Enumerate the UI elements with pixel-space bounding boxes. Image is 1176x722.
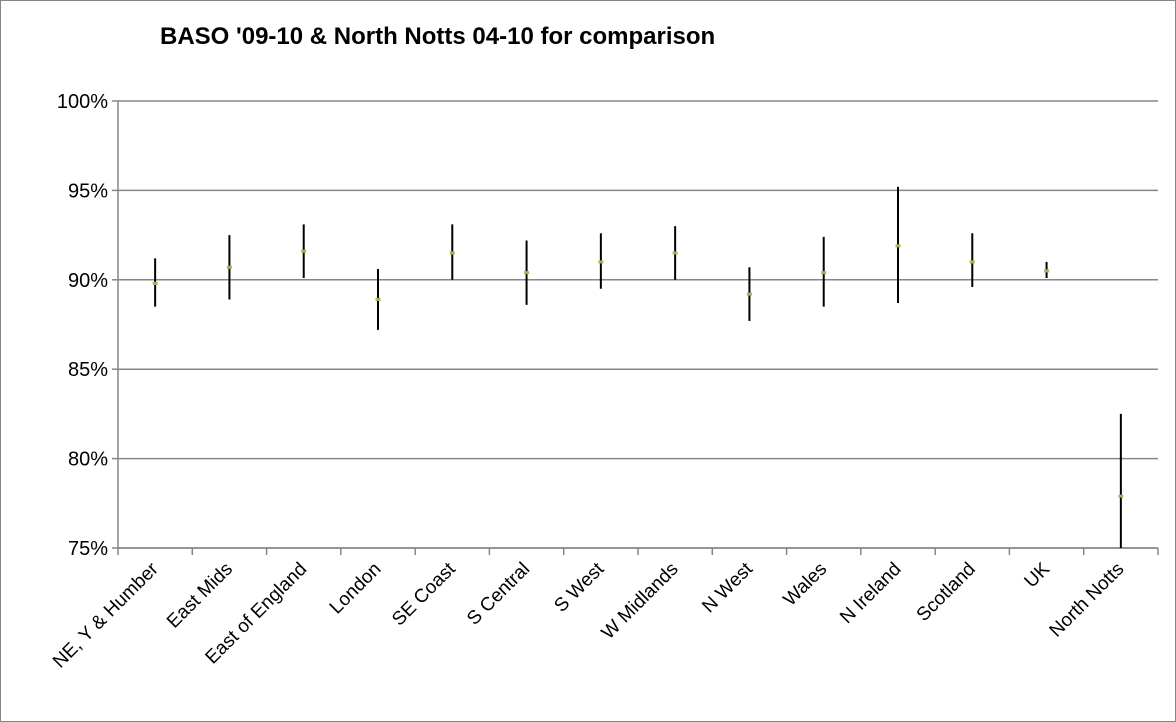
- x-category-label: N Ireland: [836, 559, 905, 628]
- x-category-label: S Central: [463, 559, 534, 630]
- data-point: [301, 249, 307, 253]
- x-category-label: SE Coast: [388, 558, 460, 630]
- data-point: [375, 297, 381, 301]
- data-point: [746, 292, 752, 296]
- data-point: [895, 244, 901, 248]
- data-point: [524, 271, 530, 275]
- grid: [118, 100, 1158, 549]
- data-point: [821, 271, 827, 275]
- x-category-label: N West: [698, 558, 757, 617]
- data-layer: [152, 186, 1124, 548]
- x-category-label: North Notts: [1046, 559, 1129, 642]
- y-tick-label: 95%: [68, 180, 108, 202]
- data-point: [1044, 269, 1050, 273]
- y-tick-label: 90%: [68, 270, 108, 292]
- x-category-label: NE, Y & Humber: [49, 558, 163, 672]
- data-point: [598, 260, 604, 264]
- x-category-label: Wales: [780, 559, 832, 611]
- data-point: [672, 251, 678, 255]
- x-category-label: Scotland: [913, 559, 980, 626]
- labels: 75% 80% 85% 90% 95% 100% NE, Y & Humber East Mi…: [49, 91, 1128, 672]
- data-point: [1118, 494, 1124, 498]
- axes: [112, 100, 1159, 555]
- x-category-label: W Midlands: [598, 559, 683, 644]
- y-tick-label: 85%: [68, 359, 108, 381]
- x-category-label: UK: [1021, 558, 1055, 592]
- data-point: [449, 251, 455, 255]
- data-point: [152, 281, 158, 285]
- data-point: [226, 265, 232, 269]
- x-category-label: London: [326, 559, 386, 619]
- y-tick-label: 100%: [57, 91, 108, 113]
- chart-title: BASO '09-10 & North Notts 04-10 for comp…: [160, 23, 715, 50]
- y-tick-label: 80%: [68, 449, 108, 471]
- x-category-label: S West: [550, 558, 608, 616]
- data-point: [969, 260, 975, 264]
- x-category-label: East Mids: [163, 559, 237, 633]
- y-tick-label: 75%: [68, 538, 108, 560]
